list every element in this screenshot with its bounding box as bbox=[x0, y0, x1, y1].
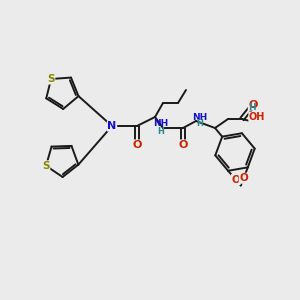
Text: OH: OH bbox=[249, 112, 265, 122]
Text: NH: NH bbox=[192, 112, 208, 122]
Text: H: H bbox=[248, 103, 256, 112]
Text: O: O bbox=[239, 173, 248, 183]
Text: O: O bbox=[132, 140, 142, 150]
Text: NH: NH bbox=[153, 119, 169, 128]
Text: S: S bbox=[47, 74, 55, 84]
Text: O: O bbox=[231, 175, 240, 184]
Text: S: S bbox=[42, 161, 50, 171]
Text: O: O bbox=[248, 100, 258, 110]
Text: N: N bbox=[107, 121, 117, 131]
Text: H: H bbox=[196, 119, 203, 128]
Text: O: O bbox=[178, 140, 188, 150]
Text: H: H bbox=[158, 127, 164, 136]
